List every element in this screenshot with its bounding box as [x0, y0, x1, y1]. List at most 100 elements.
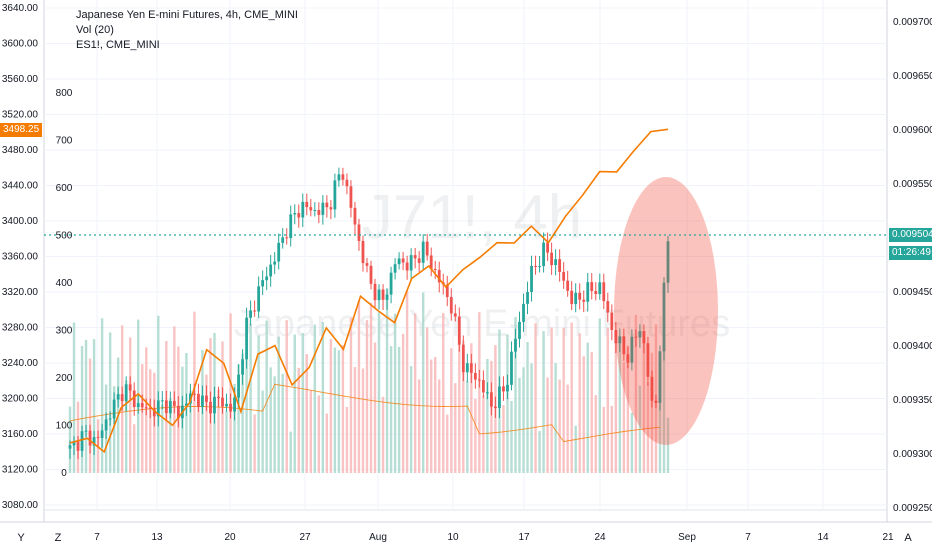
left-price-axis[interactable]: 3640.00 3600.00 3560.00 3520.00 3480.00 3440.…: [2, 3, 39, 511]
volume-bar: [141, 364, 144, 473]
legend: Japanese Yen E-mini Futures, 4h, CME_MIN…: [76, 8, 298, 53]
highlight-ellipse: [614, 177, 718, 445]
volume-bar: [112, 386, 116, 473]
candle-body: [152, 408, 156, 417]
left-tick-label: 3480.00: [2, 145, 39, 156]
candle-body: [654, 400, 658, 403]
candle-body: [221, 397, 224, 407]
volume-bar: [80, 346, 84, 473]
volume-bar: [100, 318, 104, 473]
right-price-axis[interactable]: 0.0097000.0096500.0096000.0095500.009500…: [893, 17, 932, 514]
volume-bar: [149, 369, 152, 473]
candle-body: [225, 403, 228, 407]
left-axis-menu-button[interactable]: Y: [17, 532, 25, 544]
candle-body: [409, 255, 413, 271]
legend-vol[interactable]: Vol (20): [76, 24, 114, 36]
volume-bar: [405, 290, 409, 473]
candle-body: [650, 376, 654, 401]
candle-body: [566, 280, 570, 291]
left-tick-label: 3120.00: [2, 465, 39, 476]
vol-tick-label: 600: [56, 183, 73, 194]
left-tick-label: 3600.00: [2, 39, 39, 50]
candle-body: [481, 380, 485, 393]
volume-bar: [297, 367, 300, 473]
volume-bar: [237, 364, 240, 473]
candle-body: [510, 351, 513, 385]
volume-bar: [642, 337, 646, 473]
volume-bar: [317, 395, 321, 473]
volume-bar: [205, 374, 208, 473]
auto-scale-button[interactable]: A: [904, 532, 912, 544]
volume-bar: [357, 300, 361, 473]
right-tick-label: 0.009250: [893, 503, 932, 514]
candle-body: [538, 266, 541, 268]
volume-bar: [425, 327, 429, 473]
candle-body: [590, 282, 594, 291]
volume-bar: [550, 327, 553, 473]
zoom-button[interactable]: Z: [54, 532, 62, 544]
volume-bar: [518, 377, 521, 473]
volume-bar: [510, 400, 513, 473]
volume-bar: [590, 352, 593, 473]
volume-bar: [281, 373, 284, 473]
volume-bar: [434, 357, 437, 473]
volume-bar: [622, 362, 626, 473]
candle-body: [417, 258, 421, 263]
volume-bar: [84, 339, 88, 473]
candle-body: [626, 354, 630, 363]
candle-body: [289, 214, 293, 239]
volume-bar: [361, 368, 365, 473]
candle-body: [317, 210, 321, 215]
volume-bar: [470, 343, 473, 473]
time-tick-label: 7: [94, 532, 100, 543]
volume-bar: [373, 342, 377, 473]
candle-body: [465, 363, 469, 373]
volume-bar: [490, 360, 493, 473]
candle-body: [168, 401, 172, 414]
volume-bar: [582, 356, 585, 473]
volume-bar: [353, 367, 357, 473]
candle-body: [329, 207, 333, 210]
volume-bar: [277, 336, 280, 473]
candle-body: [253, 310, 257, 312]
candle-body: [518, 321, 521, 339]
candle-body: [622, 336, 626, 355]
candle-body: [534, 265, 537, 267]
candle-body: [337, 174, 341, 181]
legend-compare[interactable]: ES1!, CME_MINI: [76, 39, 160, 51]
volume-bar: [233, 383, 236, 473]
candle-body: [269, 264, 273, 277]
time-tick-label: Aug: [369, 532, 387, 543]
time-axis[interactable]: 7 13 20 27 Aug 10 17 24 Sep 7 14 21: [94, 532, 894, 543]
volume-bar: [606, 327, 609, 473]
volume-bar: [446, 414, 449, 473]
volume-bar: [413, 313, 417, 473]
volume-bar: [161, 404, 164, 473]
vol-tick-label: 200: [56, 373, 73, 384]
volume-bar: [337, 350, 341, 473]
candle-body: [172, 401, 176, 406]
candle-body: [72, 441, 76, 446]
grid-lines: [44, 0, 887, 510]
time-tick-label: 7: [745, 532, 751, 543]
volume-bar: [594, 395, 597, 473]
volume-bar: [526, 342, 529, 473]
candle-body: [658, 351, 662, 403]
candle-body: [546, 242, 549, 253]
time-tick-label: 13: [151, 532, 163, 543]
legend-main[interactable]: Japanese Yen E-mini Futures, 4h, CME_MIN…: [76, 9, 298, 21]
volume-bar: [626, 345, 630, 473]
compare-series-line: [69, 128, 669, 454]
candle-body: [341, 174, 345, 180]
candle-body: [385, 294, 389, 300]
volume-bar: [309, 390, 313, 473]
candle-body: [213, 396, 216, 414]
candle-body: [554, 259, 558, 266]
volume-bar: [293, 334, 296, 473]
volume-bar: [554, 363, 557, 473]
right-tick-label: 0.009300: [893, 449, 932, 460]
candle-body: [201, 395, 204, 408]
candle-body: [144, 407, 148, 409]
